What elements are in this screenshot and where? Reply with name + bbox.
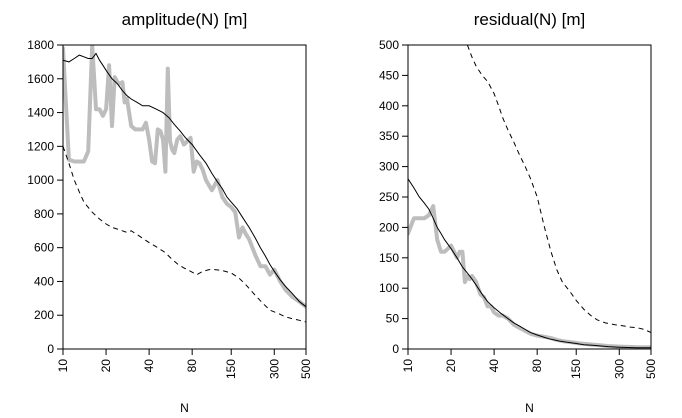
x-tick-label: 20 <box>99 359 113 373</box>
y-tick-label: 200 <box>379 220 399 234</box>
x-tick-label: 80 <box>530 359 544 373</box>
fitted-series-line <box>63 52 306 308</box>
y-tick-label: 100 <box>379 281 399 295</box>
chart-title: residual(N) [m] <box>474 10 585 29</box>
x-tick-label: 80 <box>185 359 199 373</box>
observed-series-line <box>408 204 651 349</box>
x-axis-title: N <box>525 401 534 415</box>
y-tick-label: 1200 <box>27 139 54 153</box>
x-tick-label: 20 <box>444 359 458 373</box>
dashed-series-line <box>466 45 651 334</box>
y-tick-label: 450 <box>379 68 399 82</box>
x-tick-label: 10 <box>56 359 70 373</box>
y-tick-label: 150 <box>379 251 399 265</box>
plot-frame <box>407 44 652 350</box>
y-tick-label: 1800 <box>27 38 54 52</box>
y-tick-label: 350 <box>379 129 399 143</box>
x-tick-label: 500 <box>299 359 313 379</box>
y-tick-label: 200 <box>34 308 54 322</box>
y-tick-label: 1400 <box>27 106 54 120</box>
x-tick-label: 500 <box>644 359 658 379</box>
y-tick-label: 500 <box>379 38 399 52</box>
x-tick-label: 40 <box>487 359 501 373</box>
x-tick-label: 300 <box>267 359 281 379</box>
y-tick-label: 600 <box>34 241 54 255</box>
observed-series-line <box>63 45 306 309</box>
chart-title: amplitude(N) [m] <box>122 10 248 29</box>
y-tick-label: 50 <box>386 312 400 326</box>
fitted-series-line <box>408 178 651 349</box>
y-tick-label: 0 <box>392 342 399 356</box>
y-tick-label: 400 <box>34 274 54 288</box>
plot-frame <box>62 44 307 350</box>
y-tick-label: 250 <box>379 190 399 204</box>
x-tick-label: 150 <box>569 359 583 379</box>
x-tick-label: 10 <box>401 359 415 373</box>
x-tick-label: 150 <box>224 359 238 379</box>
y-tick-label: 1600 <box>27 72 54 86</box>
amplitude-panel: amplitude(N) [m] 0 200 400 600 800 1000 1200 140… <box>27 10 313 415</box>
y-tick-label: 400 <box>379 99 399 113</box>
y-tick-label: 800 <box>34 207 54 221</box>
x-tick-label: 300 <box>612 359 626 379</box>
x-axis-title: N <box>180 401 189 415</box>
y-tick-label: 300 <box>379 160 399 174</box>
dashed-series-line <box>63 146 306 323</box>
y-tick-label: 1000 <box>27 173 54 187</box>
residual-panel: residual(N) [m] 0 50 100 150 200 250 300 350 400 4… <box>379 10 658 415</box>
y-tick-label: 0 <box>47 342 54 356</box>
x-tick-label: 40 <box>142 359 156 373</box>
